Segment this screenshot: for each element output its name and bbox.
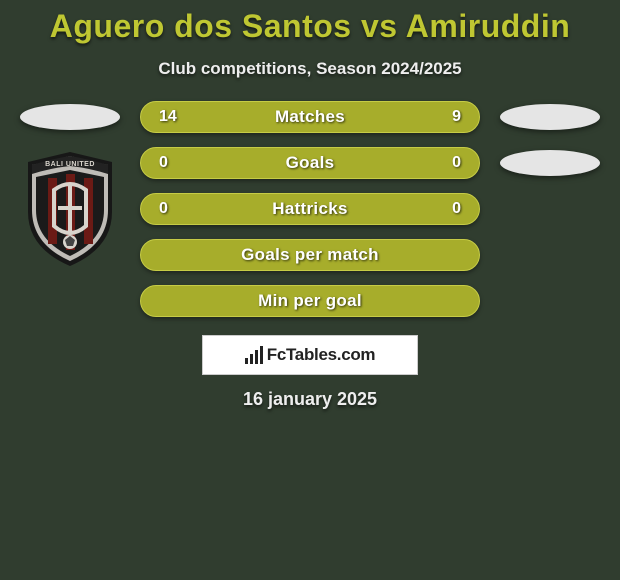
stat-left-value: 0 [159,200,168,218]
player-left-avatar-placeholder [20,104,120,130]
stat-label: Matches [141,107,479,127]
stat-label: Min per goal [141,291,479,311]
stat-row-goals: 0 Goals 0 [140,147,480,179]
shield-icon: BALI UNITED [20,150,120,268]
stat-row-matches: 14 Matches 9 [140,101,480,133]
stat-left-value: 0 [159,154,168,172]
stat-label: Hattricks [141,199,479,219]
stats-grid: 14 Matches 9 BALI UNITED 0 [0,101,620,317]
club-badge-right-placeholder [500,150,600,176]
stat-label: Goals per match [141,245,479,265]
stat-row-min-per-goal: Min per goal [140,285,480,317]
stat-right-value: 9 [452,108,461,126]
comparison-card: Aguero dos Santos vs Amiruddin Club comp… [0,0,620,410]
stat-row-hattricks: 0 Hattricks 0 [140,193,480,225]
date-text: 16 january 2025 [0,389,620,410]
club-badge-left: BALI UNITED [20,150,120,268]
stat-right-value: 0 [452,154,461,172]
player-right-avatar-placeholder [500,104,600,130]
svg-text:BALI UNITED: BALI UNITED [45,161,95,168]
stat-right-value: 0 [452,200,461,218]
bar-chart-icon [245,346,263,364]
stat-label: Goals [141,153,479,173]
stat-left-value: 14 [159,108,177,126]
stat-row-goals-per-match: Goals per match [140,239,480,271]
branding-text: FcTables.com [267,345,376,365]
page-title: Aguero dos Santos vs Amiruddin [0,8,620,45]
subtitle: Club competitions, Season 2024/2025 [0,59,620,79]
branding-box[interactable]: FcTables.com [202,335,418,375]
